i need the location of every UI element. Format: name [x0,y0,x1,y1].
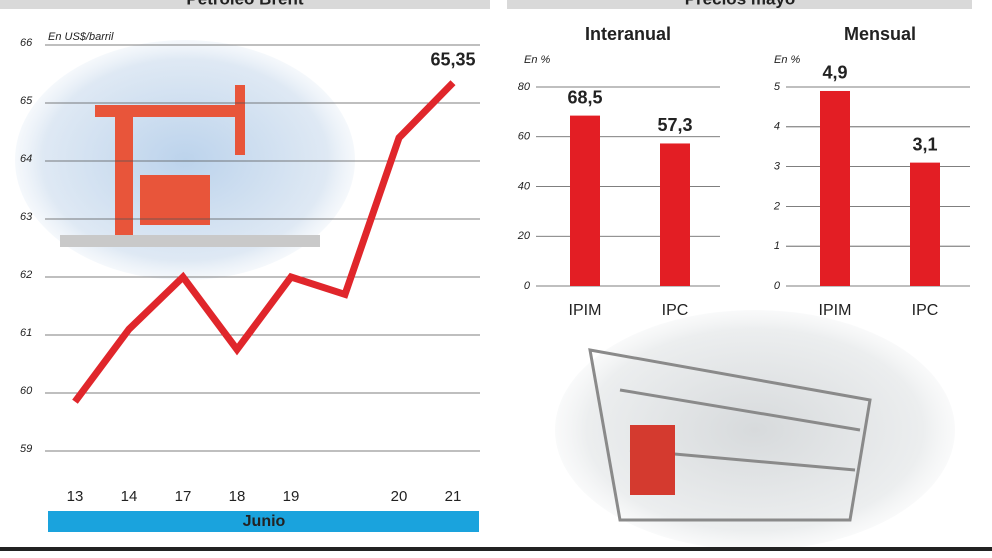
bar [570,115,600,286]
y-tick-label: 62 [20,269,32,281]
y-tick-label: 3 [774,161,781,173]
photo-cart [555,310,955,550]
y-tick-label: 59 [20,443,32,455]
y-tick-label: 2 [773,200,780,212]
x-tick-label: 14 [121,488,138,505]
x-tick-label: IPC [662,302,689,319]
y-tick-label: 1 [774,240,780,252]
y-tick-label: 20 [517,230,531,242]
y-tick-label: 0 [774,280,781,292]
x-tick-label: 18 [229,488,246,505]
pumpjack [60,85,320,247]
subtitle: En % [774,54,801,66]
data-label: 68,5 [567,87,602,107]
chart-title: Mensual [844,24,916,44]
x-tick-label: IPC [912,302,939,319]
data-label: 3,1 [912,134,937,154]
y-tick-label: 40 [518,180,531,192]
y-tick-label: 60 [20,385,33,397]
data-label: 65,35 [430,49,475,69]
data-label: 57,3 [657,115,692,135]
x-tick-label: 17 [175,488,192,505]
x-tick-label: 19 [283,488,300,505]
x-label: Junio [243,513,286,530]
y-tick-label: 65 [20,95,33,107]
x-tick-label: 20 [391,488,408,505]
y-tick-label: 63 [20,211,33,223]
header-bar [0,0,490,9]
cart [588,348,872,522]
y-tick-label: 4 [774,121,780,133]
y-tick-label: 66 [20,37,33,49]
data-label: 4,9 [822,63,847,83]
bar [660,143,690,286]
y-tick-label: 5 [774,81,781,93]
subtitle: En US$/barril [48,31,114,43]
x-tick-label: 21 [445,488,462,505]
panel-title: Petróleo Brent [186,0,303,8]
x-tick-label: 13 [67,488,84,505]
subtitle: En % [524,54,551,66]
y-tick-label: 60 [518,131,531,143]
line [72,80,456,404]
photo-pumpjack [15,40,355,280]
x-tick-label: IPIM [819,302,852,319]
x-band [48,511,479,532]
y-tick-label: 80 [518,81,531,93]
y-tick-label: 61 [20,327,32,339]
chart-title: Interanual [585,24,671,44]
bar [910,162,940,286]
panel-title: Precios mayo [685,0,796,8]
y-tick-label: 64 [20,153,32,165]
x-tick-label: IPIM [569,302,602,319]
header-bar [507,0,972,9]
bar [820,90,850,286]
y-tick-label: 0 [524,280,531,292]
